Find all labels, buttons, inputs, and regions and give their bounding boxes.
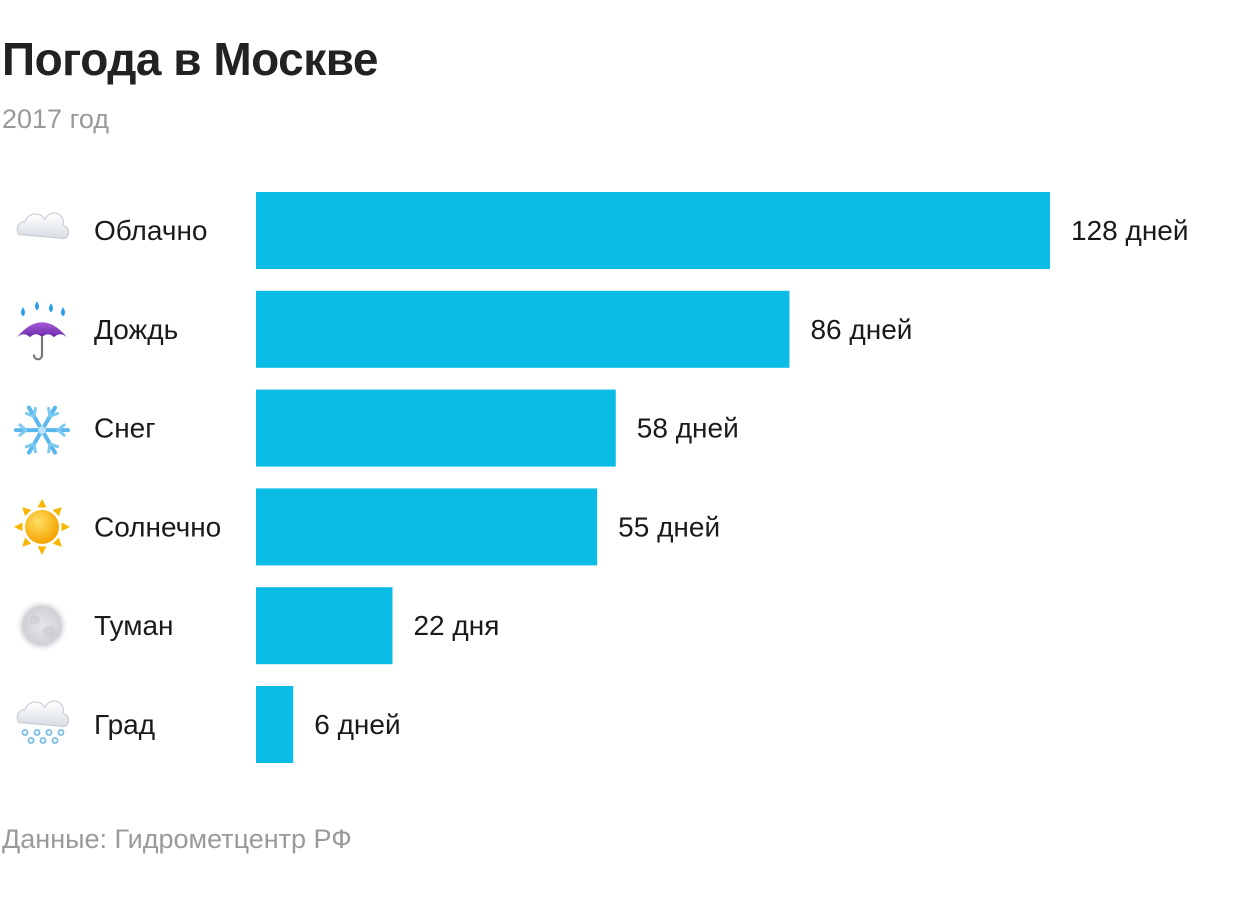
category-label: Дождь <box>94 314 178 345</box>
value-label: 58 дней <box>637 413 739 444</box>
bar <box>256 587 393 665</box>
value-label: 6 дней <box>314 709 400 740</box>
cloud-icon <box>16 212 70 240</box>
value-label: 55 дней <box>618 511 720 542</box>
bar <box>256 488 598 566</box>
snowflake-icon <box>14 405 70 455</box>
category-label: Снег <box>94 413 155 444</box>
bar <box>256 192 1050 269</box>
value-label: 86 дней <box>810 314 912 345</box>
data-source: Данные: Гидрометцентр РФ <box>2 824 352 854</box>
bar <box>256 686 294 763</box>
umbrella-rain-icon <box>17 301 67 361</box>
bar <box>256 290 790 368</box>
page-title: Погода в Москве <box>2 33 379 85</box>
category-label: Облачно <box>94 215 207 246</box>
hail-cloud-icon <box>16 700 70 744</box>
category-label: Солнечно <box>94 511 221 542</box>
sun-icon <box>14 498 70 555</box>
value-label: 22 дня <box>413 610 499 641</box>
bar <box>256 389 616 467</box>
category-label: Туман <box>94 610 174 641</box>
value-label: 128 дней <box>1071 215 1189 246</box>
category-label: Град <box>94 709 155 740</box>
page-subtitle: 2017 год <box>2 104 109 134</box>
fog-icon <box>15 598 69 653</box>
